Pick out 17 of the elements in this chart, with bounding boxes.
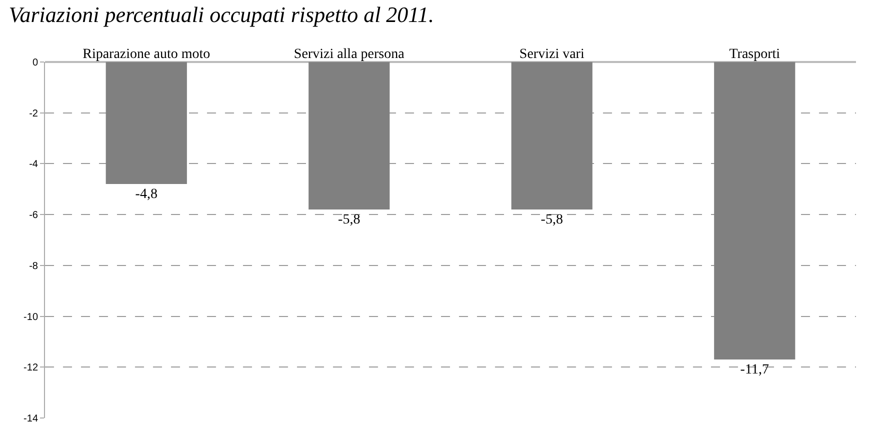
y-tick-label: -6 [29,210,38,222]
y-tick-label: -12 [24,362,38,374]
data-label: -11,7 [740,362,769,378]
y-tick-label: -14 [24,414,38,424]
y-tick-label: -10 [24,312,38,323]
chart-title: Variazioni percentuali occupati rispetto al 2011. [8,2,434,27]
y-tick-label: -8 [29,260,38,272]
data-label: -4,8 [135,187,158,202]
x-tick-label: Trasporti [729,47,780,62]
data-label: -5,8 [540,212,563,228]
y-tick-label: 0 [32,58,38,68]
x-tick-label: Servizi vari [519,47,584,62]
y-tick-label: -4 [29,159,38,170]
y-tick-label: -2 [29,108,38,120]
data-label: -5,8 [338,212,360,228]
x-tick-label: Riparazione auto moto [82,47,210,62]
x-tick-label: Servizi alla persona [294,47,406,62]
